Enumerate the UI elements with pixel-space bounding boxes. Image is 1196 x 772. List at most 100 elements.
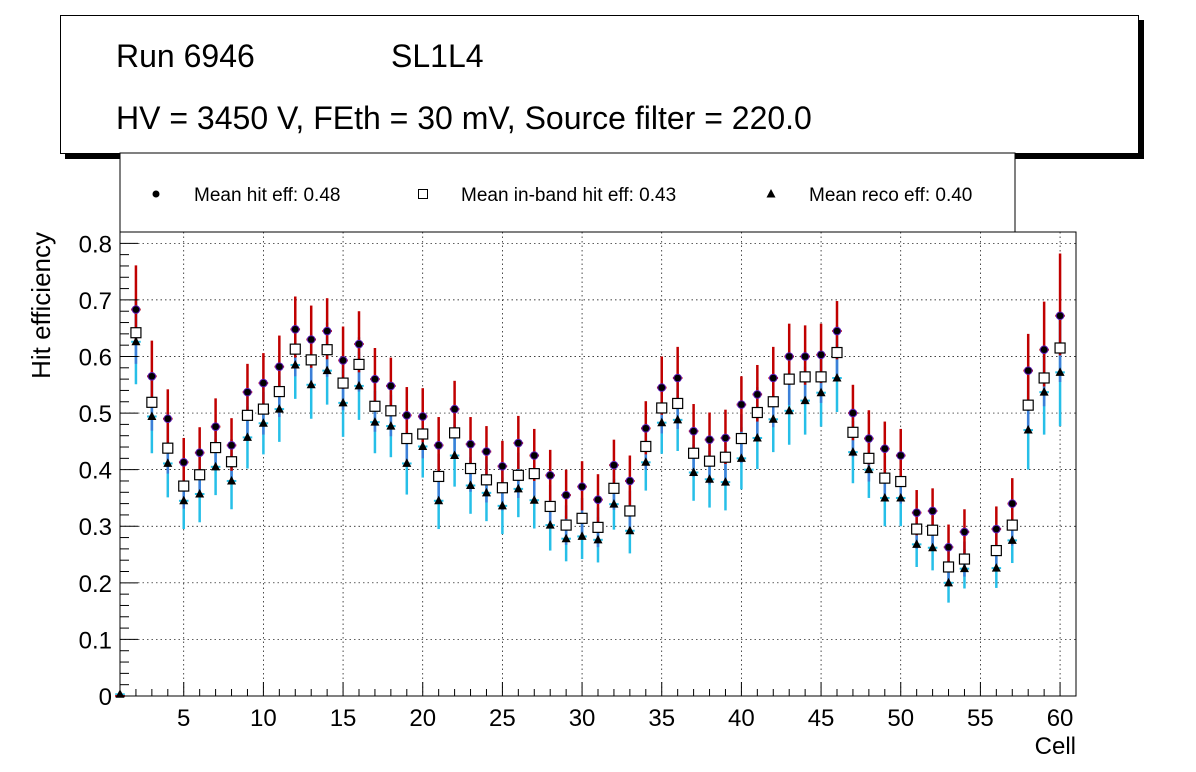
hit-marker bbox=[673, 373, 682, 383]
inband-marker bbox=[624, 505, 636, 517]
x-tick-label: 15 bbox=[330, 705, 357, 732]
inband-marker bbox=[783, 373, 795, 385]
reco-marker bbox=[816, 387, 826, 397]
inband-marker bbox=[863, 452, 875, 464]
y-tick-label: 0.8 bbox=[79, 231, 112, 258]
inband-marker bbox=[433, 470, 445, 483]
inband-marker bbox=[895, 475, 907, 488]
inband-marker bbox=[289, 343, 301, 355]
reco-marker bbox=[386, 421, 396, 430]
hit-marker bbox=[179, 458, 189, 467]
x-axis-title: Cell bbox=[1035, 733, 1076, 760]
reco-marker bbox=[529, 495, 539, 504]
reco-marker bbox=[545, 520, 555, 529]
reco-marker bbox=[609, 499, 619, 508]
hit-marker bbox=[386, 381, 396, 391]
inband-marker bbox=[608, 482, 620, 494]
hit-marker bbox=[609, 460, 619, 470]
inband-marker bbox=[449, 427, 461, 439]
reco-marker bbox=[689, 467, 699, 476]
reco-marker bbox=[306, 379, 316, 389]
reco-marker bbox=[370, 417, 380, 426]
reco-marker bbox=[959, 563, 969, 573]
reco-marker bbox=[338, 397, 348, 407]
legend-marker-reco bbox=[766, 189, 776, 198]
hit-marker bbox=[657, 383, 667, 392]
hit-marker bbox=[721, 433, 730, 443]
inband-marker bbox=[958, 553, 971, 565]
inband-marker bbox=[1022, 399, 1034, 411]
reco-marker bbox=[513, 483, 523, 493]
reco-marker bbox=[1023, 425, 1033, 434]
inband-marker bbox=[496, 482, 508, 494]
reco-marker bbox=[896, 492, 906, 502]
inband-marker bbox=[194, 469, 206, 481]
hit-marker bbox=[354, 339, 364, 349]
hit-marker bbox=[211, 422, 220, 431]
hit-marker bbox=[370, 374, 380, 384]
reco-marker bbox=[577, 531, 587, 540]
inband-marker bbox=[847, 426, 859, 438]
reco-marker bbox=[322, 365, 332, 375]
hit-marker bbox=[482, 447, 491, 456]
hit-marker bbox=[434, 441, 443, 450]
inband-marker bbox=[990, 544, 1002, 557]
inband-marker bbox=[926, 524, 939, 536]
x-tick-label: 25 bbox=[489, 705, 516, 732]
hit-marker bbox=[147, 371, 157, 381]
y-tick-label: 0.5 bbox=[79, 401, 112, 428]
y-tick-label: 0.6 bbox=[79, 344, 112, 371]
reco-marker bbox=[784, 405, 794, 415]
hit-marker bbox=[131, 305, 141, 314]
reco-marker bbox=[1007, 535, 1017, 544]
inband-marker bbox=[146, 396, 158, 408]
inband-marker bbox=[225, 456, 238, 468]
reco-marker bbox=[147, 411, 157, 420]
y-tick-label: 0 bbox=[99, 684, 112, 711]
reco-marker bbox=[928, 542, 938, 552]
hit-marker bbox=[338, 356, 348, 365]
hit-marker bbox=[737, 400, 746, 409]
inband-marker bbox=[719, 451, 732, 463]
inband-marker bbox=[337, 377, 349, 389]
inband-marker bbox=[162, 442, 174, 454]
settings-label: HV = 3450 V, FEth = 30 mV, Source filter… bbox=[116, 100, 812, 136]
reco-marker bbox=[991, 563, 1001, 572]
reco-marker bbox=[195, 488, 205, 498]
legend: Mean hit eff: 0.48 Mean in-band hit eff: … bbox=[119, 152, 1016, 233]
y-tick-label: 0.1 bbox=[79, 627, 112, 654]
plot-frame bbox=[119, 231, 1077, 697]
hit-marker bbox=[243, 387, 252, 397]
reco-marker bbox=[450, 450, 460, 460]
hit-marker bbox=[514, 438, 523, 448]
inband-marker bbox=[592, 521, 604, 533]
reco-marker bbox=[418, 441, 428, 450]
hit-marker bbox=[322, 326, 332, 336]
x-tick-label: 35 bbox=[648, 705, 675, 732]
inband-marker bbox=[1006, 519, 1018, 531]
inband-marker bbox=[257, 403, 269, 415]
inband-marker bbox=[703, 455, 716, 467]
reco-marker bbox=[832, 372, 842, 382]
hit-marker bbox=[306, 335, 316, 344]
hit-marker bbox=[195, 448, 204, 457]
inband-marker bbox=[656, 402, 668, 414]
inband-marker bbox=[385, 405, 397, 417]
reco-marker bbox=[848, 447, 858, 456]
reco-marker bbox=[227, 475, 237, 485]
hit-marker bbox=[992, 524, 1001, 534]
reco-marker bbox=[625, 525, 635, 535]
reco-marker bbox=[131, 336, 141, 346]
inband-marker bbox=[305, 354, 317, 366]
x-tick-label: 5 bbox=[177, 705, 190, 732]
hit-marker bbox=[577, 482, 587, 491]
hit-marker bbox=[768, 373, 778, 383]
hit-marker bbox=[753, 390, 762, 399]
reco-marker bbox=[481, 487, 491, 497]
hit-marker bbox=[275, 362, 284, 371]
x-tick-label: 50 bbox=[887, 705, 914, 732]
inband-marker bbox=[1038, 372, 1050, 384]
hit-marker bbox=[402, 411, 412, 420]
reco-marker bbox=[912, 539, 922, 548]
y-tick-label: 0.4 bbox=[79, 458, 112, 485]
